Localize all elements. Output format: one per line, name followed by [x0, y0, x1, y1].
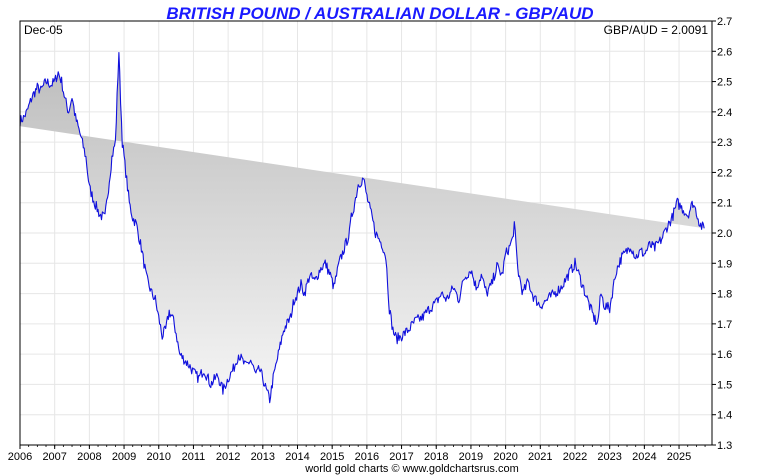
y-tick-label: 2.4 [717, 107, 732, 119]
x-tick-label: 2015 [320, 451, 344, 463]
x-tick-label: 2025 [667, 451, 691, 463]
start-date-label: Dec-05 [24, 23, 63, 37]
x-tick-label: 2010 [147, 451, 171, 463]
y-tick-label: 1.5 [717, 379, 732, 391]
x-tick-label: 2017 [389, 451, 413, 463]
y-tick-label: 2.1 [717, 198, 732, 210]
x-tick-label: 2008 [77, 451, 101, 463]
x-tick-label: 2006 [8, 451, 32, 463]
y-tick-label: 2.2 [717, 167, 732, 179]
area-fill [20, 52, 705, 403]
y-tick-label: 2.7 [717, 16, 732, 28]
y-tick-label: 1.3 [717, 440, 732, 452]
x-tick-label: 2011 [182, 451, 206, 463]
last-value-label: GBP/AUD = 2.0091 [604, 23, 709, 37]
x-tick-label: 2019 [459, 451, 483, 463]
x-axis: 2006 2007 2008 2009 2010 2011 2012 2013 2014 2015… [8, 445, 706, 463]
x-tick-label: 2024 [632, 451, 656, 463]
y-tick-label: 1.9 [717, 258, 732, 270]
x-tick-label: 2023 [597, 451, 621, 463]
y-tick-label: 1.7 [717, 319, 732, 331]
price-line [19, 52, 705, 404]
source-credit: world gold charts © www.goldchartsrus.co… [304, 463, 519, 475]
x-tick-label: 2021 [528, 451, 552, 463]
y-tick-label: 2.0 [717, 228, 732, 240]
y-axis: 1.3 1.4 1.5 1.6 1.7 1.8 1.9 2.0 2.1 2.2 2.3 2.4 2.5 2… [712, 16, 732, 452]
y-tick-label: 2.5 [717, 77, 732, 89]
y-tick-label: 1.8 [717, 289, 732, 301]
x-tick-label: 2013 [251, 451, 275, 463]
x-tick-label: 2007 [42, 451, 66, 463]
y-tick-label: 1.4 [717, 410, 732, 422]
x-tick-label: 2014 [285, 451, 309, 463]
y-tick-label: 2.3 [717, 137, 732, 149]
x-tick-label: 2012 [216, 451, 240, 463]
y-tick-label: 1.6 [717, 349, 732, 361]
x-tick-label: 2016 [355, 451, 379, 463]
x-tick-label: 2022 [563, 451, 587, 463]
x-tick-label: 2009 [112, 451, 136, 463]
x-tick-label: 2018 [424, 451, 448, 463]
x-tick-label: 2020 [493, 451, 517, 463]
chart-title: BRITISH POUND / AUSTRALIAN DOLLAR - GBP/… [166, 4, 593, 23]
y-tick-label: 2.6 [717, 46, 732, 58]
